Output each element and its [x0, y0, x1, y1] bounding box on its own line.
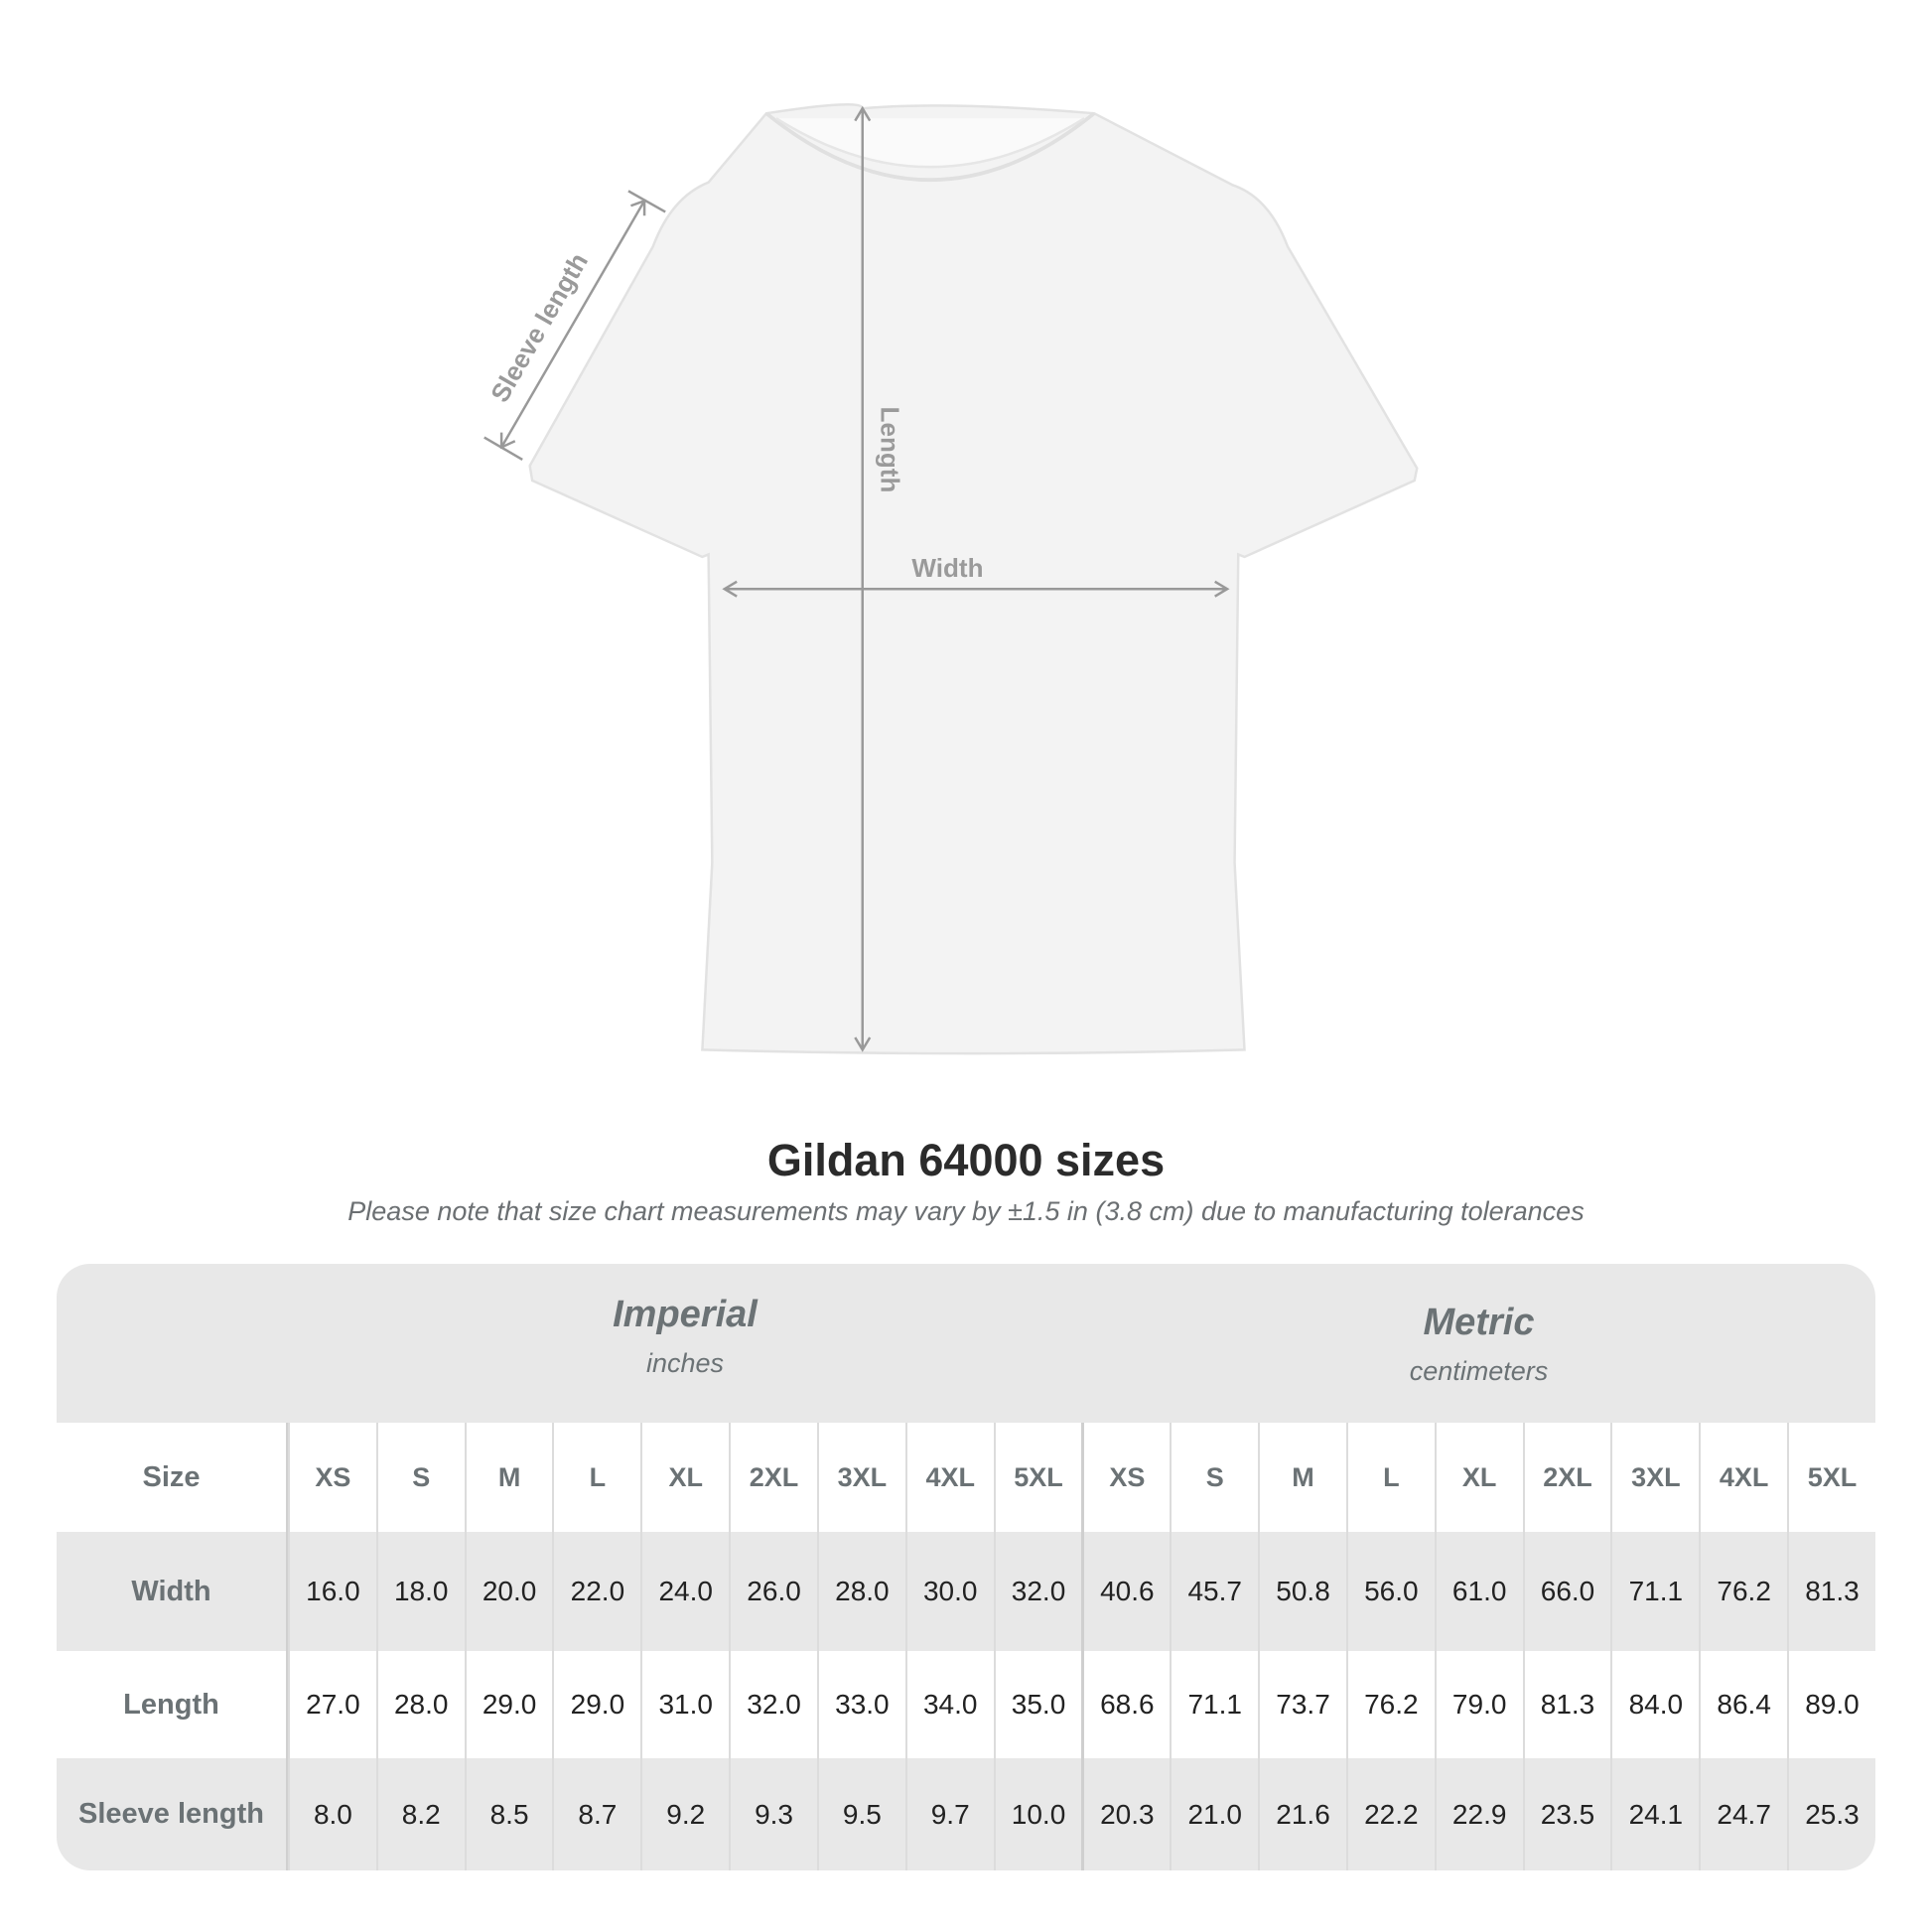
imperial-size-header: XS: [288, 1423, 376, 1532]
metric-value-cell: 81.3: [1522, 1651, 1611, 1758]
metric-value-cell: 25.3: [1787, 1758, 1875, 1870]
imperial-title: Imperial: [613, 1294, 758, 1335]
metric-value-cell: 68.6: [1081, 1651, 1170, 1758]
metric-value-cell: 71.1: [1170, 1651, 1258, 1758]
imperial-value-cell: 20.0: [464, 1532, 553, 1651]
imperial-size-header: 5XL: [993, 1423, 1082, 1532]
imperial-size-header: 2XL: [729, 1423, 817, 1532]
size-table: Imperial inches Metric centimeters Size X…: [57, 1264, 1875, 1870]
imperial-value-cell: 9.3: [729, 1758, 817, 1870]
metric-value-cell: 50.8: [1258, 1532, 1346, 1651]
metric-value-cell: 23.5: [1522, 1758, 1611, 1870]
metric-value-cell: 73.7: [1258, 1651, 1346, 1758]
metric-value-cell: 66.0: [1522, 1532, 1611, 1651]
metric-size-header: S: [1170, 1423, 1258, 1532]
metric-value-cell: 20.3: [1081, 1758, 1170, 1870]
imperial-value-cell: 32.0: [729, 1651, 817, 1758]
metric-size-header: 2XL: [1522, 1423, 1611, 1532]
metric-value-cell: 86.4: [1699, 1651, 1787, 1758]
row-label: Length: [57, 1651, 288, 1758]
metric-value-cell: 21.6: [1258, 1758, 1346, 1870]
metric-group: Metric centimeters: [1082, 1302, 1875, 1387]
metric-value-cell: 79.0: [1434, 1651, 1523, 1758]
table-row: Length 27.0 28.0 29.0 29.0 31.0 32.0 33.0 34.0 35…: [57, 1651, 1875, 1758]
metric-value-cell: 24.7: [1699, 1758, 1787, 1870]
metric-value-cell: 76.2: [1699, 1532, 1787, 1651]
metric-size-header: XS: [1081, 1423, 1170, 1532]
metric-value-cell: 61.0: [1434, 1532, 1523, 1651]
metric-size-header: M: [1258, 1423, 1346, 1532]
metric-value-cell: 56.0: [1345, 1532, 1435, 1651]
imperial-value-cell: 29.0: [464, 1651, 553, 1758]
imperial-value-cell: 34.0: [904, 1651, 994, 1758]
imperial-group: Imperial inches: [288, 1294, 1082, 1379]
length-label: Length: [875, 407, 904, 493]
imperial-value-cell: 30.0: [904, 1532, 994, 1651]
imperial-value-cell: 9.7: [904, 1758, 994, 1870]
row-label: Width: [57, 1532, 288, 1651]
imperial-value-cell: 8.7: [552, 1758, 640, 1870]
metric-value-cell: 22.9: [1434, 1758, 1523, 1870]
metric-value-cell: 71.1: [1610, 1532, 1699, 1651]
metric-size-header: 3XL: [1610, 1423, 1699, 1532]
metric-value-cell: 24.1: [1610, 1758, 1699, 1870]
imperial-value-cell: 18.0: [375, 1532, 465, 1651]
imperial-value-cell: 26.0: [729, 1532, 817, 1651]
imperial-value-cell: 29.0: [552, 1651, 640, 1758]
imperial-value-cell: 24.0: [640, 1532, 729, 1651]
imperial-value-cell: 9.2: [640, 1758, 729, 1870]
imperial-value-cell: 33.0: [816, 1651, 905, 1758]
imperial-value-cell: 10.0: [993, 1758, 1082, 1870]
row-label: Sleeve length: [57, 1758, 288, 1870]
metric-value-cell: 45.7: [1170, 1532, 1258, 1651]
metric-value-cell: 21.0: [1170, 1758, 1258, 1870]
size-header-row: Size XS S M L XL 2XL 3XL 4XL 5XL XS S M L XL 2XL 3XL 4XL 5…: [57, 1423, 1875, 1532]
imperial-value-cell: 28.0: [375, 1651, 465, 1758]
imperial-value-cell: 8.2: [375, 1758, 465, 1870]
metric-title: Metric: [1423, 1302, 1535, 1343]
metric-value-cell: 22.2: [1345, 1758, 1435, 1870]
width-label: Width: [911, 553, 983, 583]
imperial-unit: inches: [645, 1348, 725, 1378]
metric-size-header: 5XL: [1787, 1423, 1875, 1532]
imperial-size-header: S: [375, 1423, 465, 1532]
imperial-size-header: 3XL: [816, 1423, 905, 1532]
tshirt-shape: [528, 103, 1419, 1055]
tolerance-note: Please note that size chart measurements…: [347, 1196, 1585, 1226]
imperial-size-header: XL: [640, 1423, 729, 1532]
metric-size-header: L: [1345, 1423, 1435, 1532]
page-title: Gildan 64000 sizes: [766, 1135, 1166, 1185]
table-row: Width 16.0 18.0 20.0 22.0 24.0 26.0 28.0 30.0 32.…: [57, 1532, 1875, 1651]
metric-value-cell: 81.3: [1787, 1532, 1875, 1651]
unit-header: Imperial inches Metric centimeters: [57, 1264, 1875, 1423]
imperial-value-cell: 28.0: [816, 1532, 905, 1651]
metric-size-header: 4XL: [1699, 1423, 1787, 1532]
imperial-size-header: L: [552, 1423, 640, 1532]
metric-value-cell: 76.2: [1345, 1651, 1435, 1758]
metric-value-cell: 40.6: [1081, 1532, 1170, 1651]
imperial-value-cell: 32.0: [993, 1532, 1082, 1651]
imperial-value-cell: 8.5: [464, 1758, 553, 1870]
imperial-size-header: 4XL: [904, 1423, 994, 1532]
metric-value-cell: 84.0: [1610, 1651, 1699, 1758]
imperial-value-cell: 31.0: [640, 1651, 729, 1758]
metric-value-cell: 89.0: [1787, 1651, 1875, 1758]
imperial-size-header: M: [464, 1423, 553, 1532]
row-label: Size: [57, 1423, 288, 1532]
sleeve-arrow: [500, 200, 646, 449]
imperial-value-cell: 9.5: [816, 1758, 905, 1870]
imperial-value-cell: 22.0: [552, 1532, 640, 1651]
table-row: Sleeve length 8.0 8.2 8.5 8.7 9.2 9.3 9.5 9.7 10.…: [57, 1758, 1875, 1870]
imperial-value-cell: 27.0: [288, 1651, 376, 1758]
imperial-value-cell: 35.0: [993, 1651, 1082, 1758]
metric-size-header: XL: [1434, 1423, 1523, 1532]
imperial-value-cell: 8.0: [288, 1758, 376, 1870]
metric-unit: centimeters: [1409, 1356, 1549, 1386]
imperial-value-cell: 16.0: [288, 1532, 376, 1651]
